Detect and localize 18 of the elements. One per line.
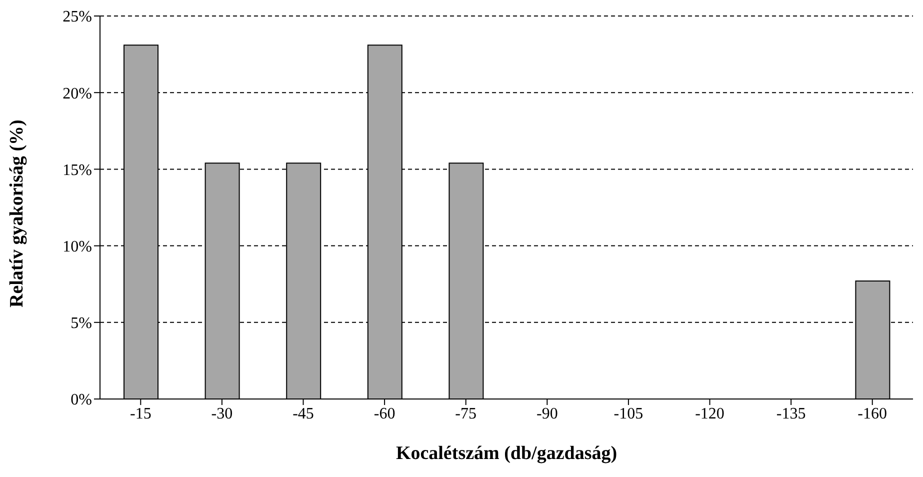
x-tick-label: -120 <box>695 405 724 422</box>
y-tick-label: 25% <box>62 8 92 26</box>
y-tick-label: 5% <box>70 315 92 332</box>
x-axis-title: Kocalétszám (db/gazdaság) <box>396 443 618 464</box>
y-tick-label: 20% <box>62 85 92 102</box>
x-tick-label: -60 <box>374 405 396 422</box>
x-tick-label: -90 <box>536 405 558 422</box>
x-tick-label: -15 <box>130 405 152 422</box>
x-tick-label: -160 <box>858 405 888 422</box>
y-tick-label: 0% <box>70 392 92 409</box>
x-tick-label: -105 <box>614 405 644 422</box>
y-tick-label: 10% <box>62 238 92 256</box>
y-tick-label: 15% <box>62 162 92 179</box>
x-tick-label: -45 <box>292 405 314 422</box>
x-tick-label: -30 <box>211 405 233 422</box>
y-axis-title: Relatív gyakoriság (%) <box>6 120 28 308</box>
x-tick-label: -75 <box>455 405 477 422</box>
x-tick-label: -135 <box>776 405 806 422</box>
